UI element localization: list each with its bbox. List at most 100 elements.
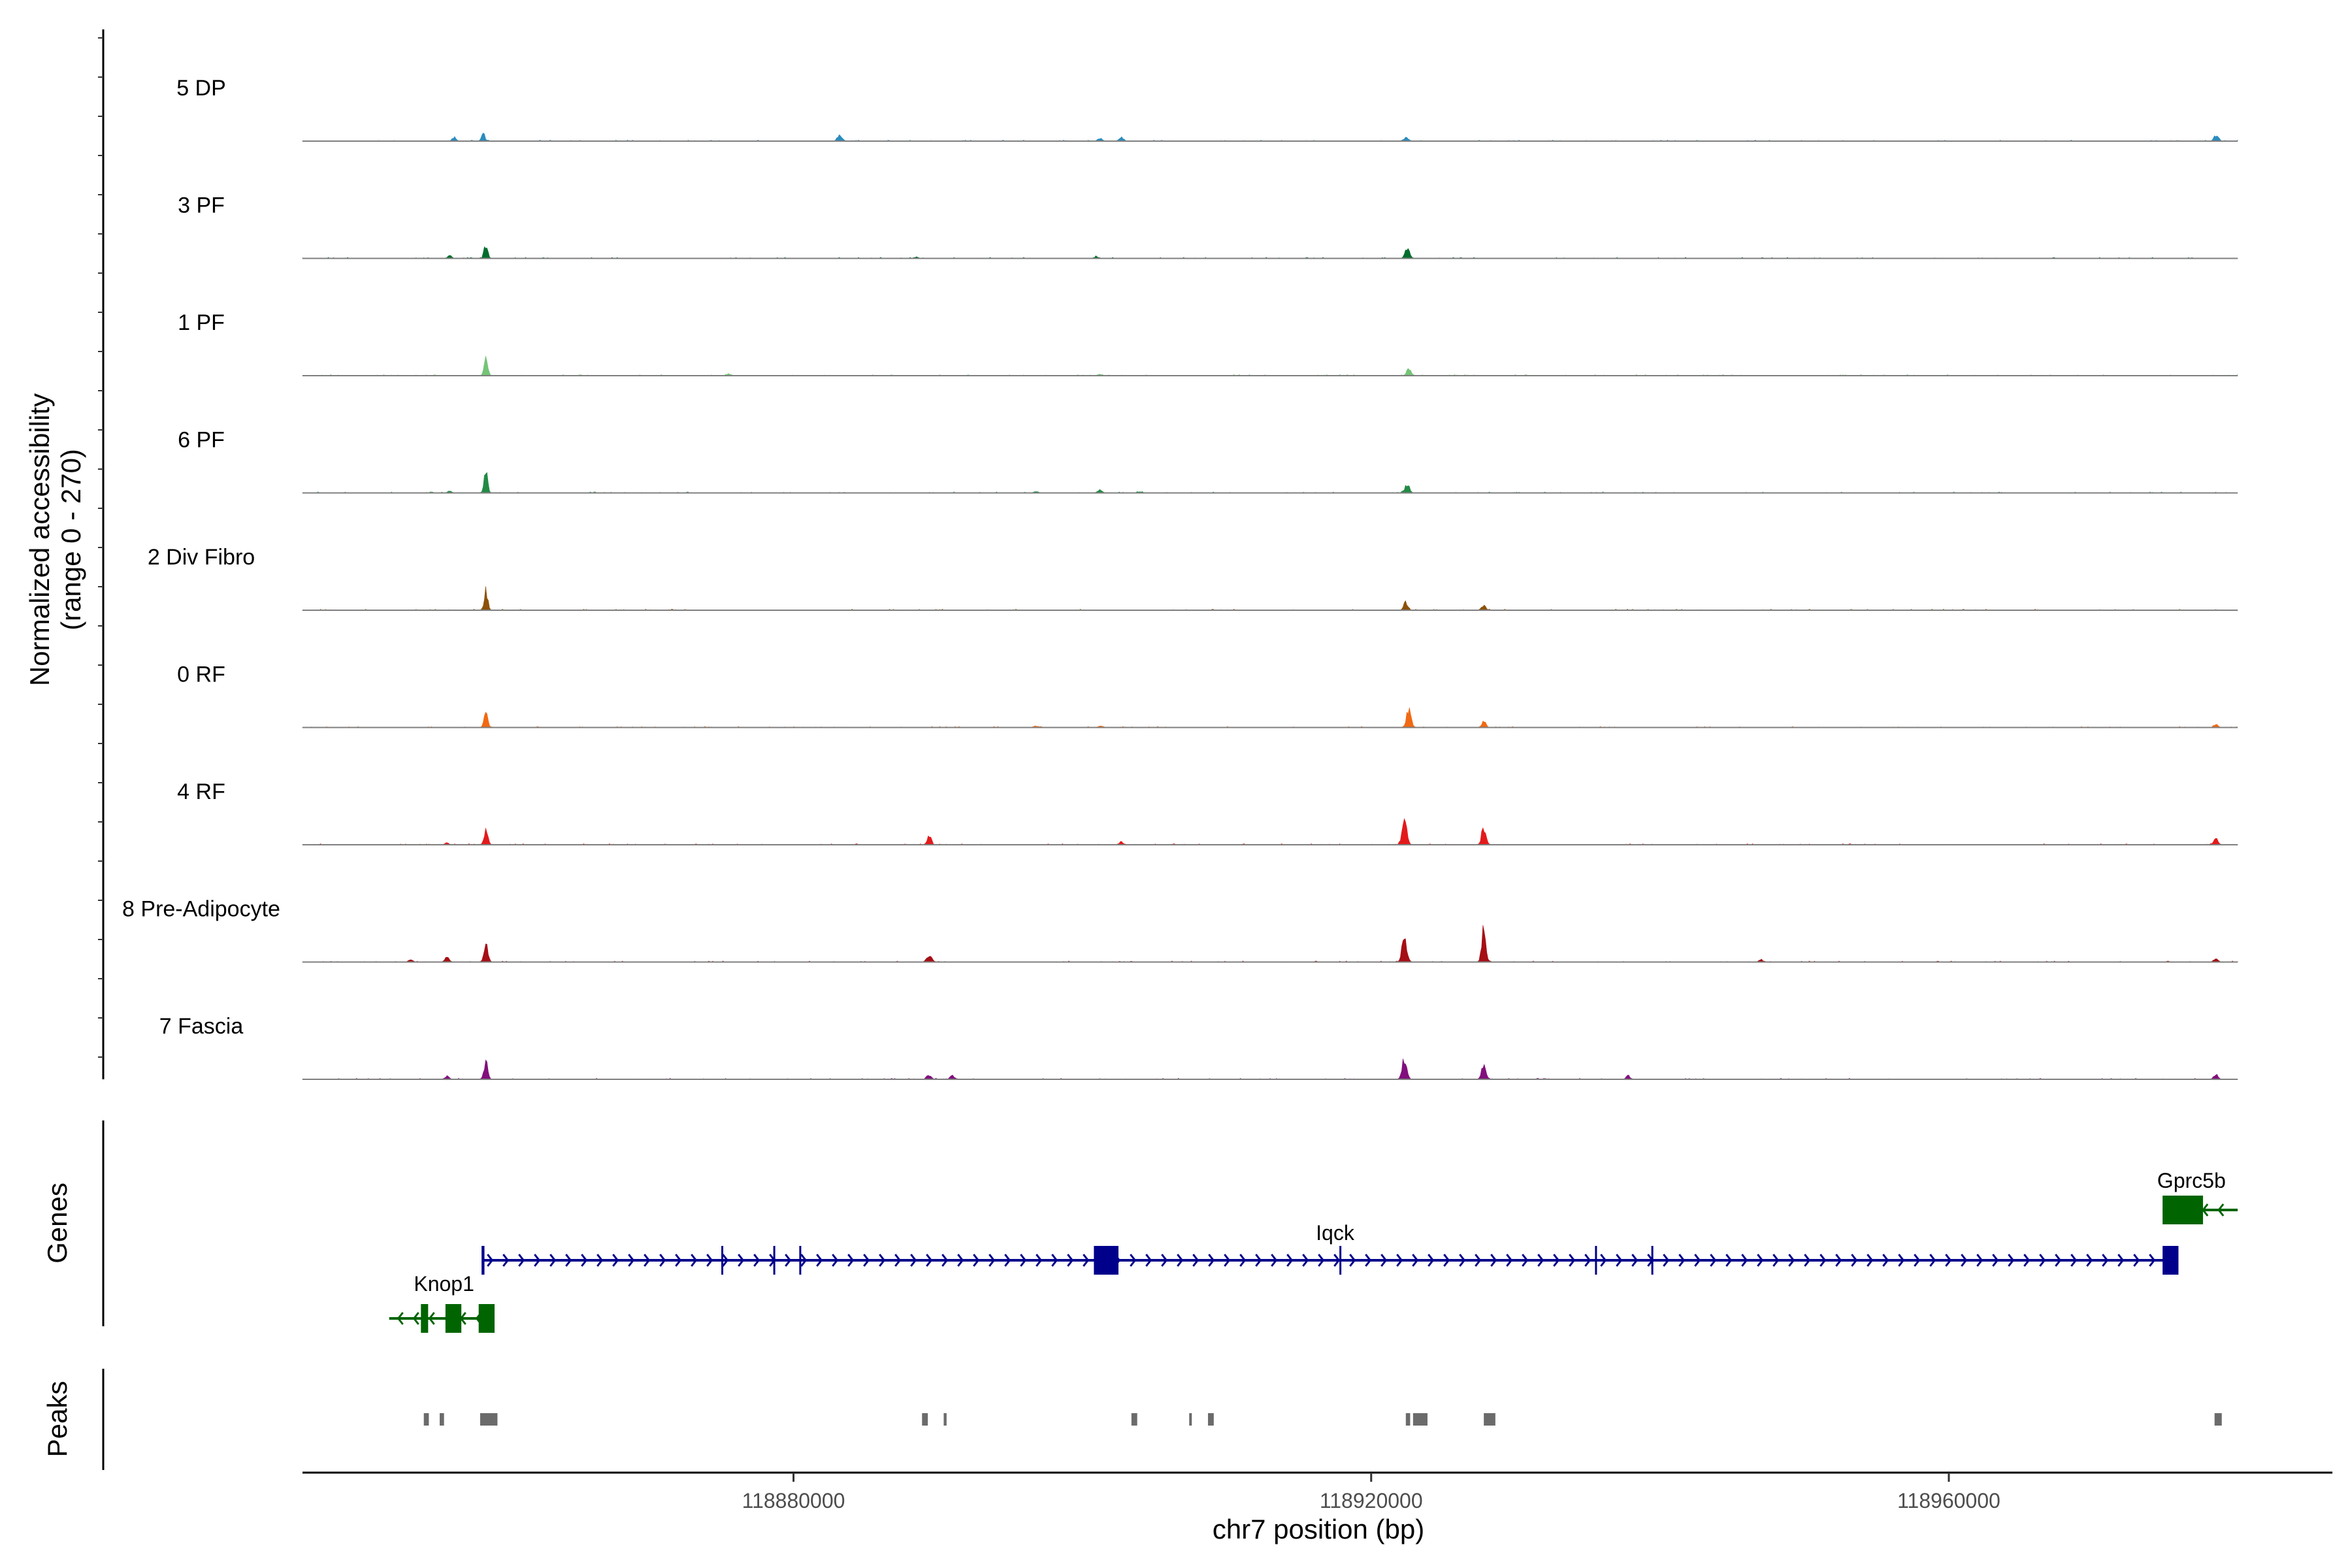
strand-chevron <box>1914 1254 1921 1267</box>
strand-chevron <box>910 1254 917 1267</box>
coverage-area <box>302 355 2238 376</box>
exon <box>773 1246 776 1275</box>
strand-chevron <box>863 1254 870 1267</box>
strand-chevron <box>1929 1254 1936 1267</box>
genes-panel-title: Genes <box>42 1183 73 1264</box>
strand-chevron <box>1820 1254 1827 1267</box>
coverage-tracks: 5 DP 3 PF 1 PF 6 PF 2 Div Fibro 0 RF 4 RF 8 Pre… <box>122 76 2238 1080</box>
x-axis-title: chr7 position (bp) <box>1213 1514 1425 1544</box>
gene-knop1: Knop1 <box>389 1272 495 1333</box>
strand-chevron <box>1004 1254 1011 1267</box>
strand-chevron <box>1020 1254 1027 1267</box>
strand-chevron <box>1365 1254 1372 1267</box>
strand-chevron <box>941 1254 949 1267</box>
strand-chevron <box>565 1254 572 1267</box>
strand-chevron <box>2070 1254 2078 1267</box>
strand-chevron <box>1757 1254 1764 1267</box>
strand-chevron <box>1584 1254 1592 1267</box>
coverage-area <box>302 246 2238 259</box>
peak-region <box>480 1413 498 1426</box>
strand-chevron <box>1302 1254 1309 1267</box>
strand-chevron <box>1286 1254 1294 1267</box>
exon <box>1094 1246 1119 1275</box>
strand-chevron <box>1396 1254 1403 1267</box>
strand-chevron <box>1349 1254 1356 1267</box>
strand-chevron <box>816 1254 823 1267</box>
strand-chevron <box>1851 1254 1858 1267</box>
track-2-div-fibro: 2 Div Fibro <box>148 545 2238 611</box>
strand-chevron <box>1067 1254 1074 1267</box>
strand-chevron <box>2133 1254 2140 1267</box>
peak-region <box>1413 1413 1428 1426</box>
exon <box>478 1304 495 1333</box>
strand-chevron <box>1710 1254 1717 1267</box>
strand-chevron <box>1867 1254 1874 1267</box>
strand-chevron <box>502 1254 510 1267</box>
strand-chevron <box>412 1312 419 1325</box>
strand-chevron <box>1945 1254 1952 1267</box>
strand-chevron <box>1898 1254 1905 1267</box>
strand-chevron <box>2055 1254 2062 1267</box>
coverage-area <box>302 707 2238 728</box>
strand-chevron <box>1804 1254 1811 1267</box>
strand-chevron <box>1255 1254 1262 1267</box>
gene-iqck: Iqck <box>482 1221 2179 1275</box>
coverage-area <box>302 925 2238 962</box>
track-label: 2 Div Fibro <box>148 545 255 570</box>
strand-chevron <box>1616 1254 1623 1267</box>
strand-chevron <box>1741 1254 1748 1267</box>
strand-chevron <box>1788 1254 1795 1267</box>
track-label: 0 RF <box>177 662 225 687</box>
strand-chevron <box>894 1254 902 1267</box>
exon <box>1595 1246 1597 1275</box>
strand-chevron <box>957 1254 964 1267</box>
strand-chevron <box>2008 1254 2015 1267</box>
strand-chevron <box>1976 1254 1984 1267</box>
exon <box>421 1304 429 1333</box>
exon <box>1339 1246 1342 1275</box>
strand-chevron <box>1725 1254 1733 1267</box>
track-1-pf: 1 PF <box>178 310 2238 376</box>
track-7-fascia: 7 Fascia <box>159 1014 2238 1080</box>
track-3-pf: 3 PF <box>178 193 2238 259</box>
strand-chevron <box>1224 1254 1231 1267</box>
strand-chevron <box>926 1254 933 1267</box>
coverage-area <box>302 1058 2238 1080</box>
strand-chevron <box>2149 1254 2156 1267</box>
strand-chevron <box>518 1254 525 1267</box>
peak-region <box>943 1413 947 1426</box>
strand-chevron <box>1663 1254 1670 1267</box>
strand-chevron <box>2102 1254 2109 1267</box>
strand-chevron <box>1333 1254 1341 1267</box>
x-tick-label: 118880000 <box>742 1489 845 1512</box>
strand-chevron <box>800 1254 808 1267</box>
track-label: 8 Pre-Adipocyte <box>122 897 280 922</box>
x-axis-ticks: 118880000 118920000 118960000 <box>742 1473 2001 1512</box>
strand-chevron <box>1161 1254 1168 1267</box>
peak-region <box>439 1413 444 1426</box>
strand-chevron <box>1678 1254 1686 1267</box>
gene-name: Knop1 <box>414 1272 474 1296</box>
strand-chevron <box>988 1254 996 1267</box>
exon <box>1651 1246 1654 1275</box>
strand-chevron <box>1443 1254 1450 1267</box>
strand-chevron <box>1192 1254 1200 1267</box>
strand-chevron <box>596 1254 604 1267</box>
strand-chevron <box>1380 1254 1388 1267</box>
strand-chevron <box>2202 1203 2209 1217</box>
strand-chevron <box>706 1254 713 1267</box>
strand-chevron <box>2023 1254 2031 1267</box>
strand-chevron <box>1522 1254 1529 1267</box>
y-axis-title-line1: Normalized accessibility <box>24 393 55 686</box>
strand-chevron <box>1239 1254 1247 1267</box>
exon <box>799 1246 802 1275</box>
coverage-area <box>302 586 2238 611</box>
peak-region <box>423 1413 429 1426</box>
strand-chevron <box>1553 1254 1560 1267</box>
strand-chevron <box>1428 1254 1435 1267</box>
coverage-area <box>302 472 2238 493</box>
strand-chevron <box>659 1254 666 1267</box>
gene-track: Iqck Knop1 Gprc5b <box>389 1169 2238 1333</box>
track-8-pre-adipocyte: 8 Pre-Adipocyte <box>122 897 2238 963</box>
strand-chevron <box>2086 1254 2093 1267</box>
